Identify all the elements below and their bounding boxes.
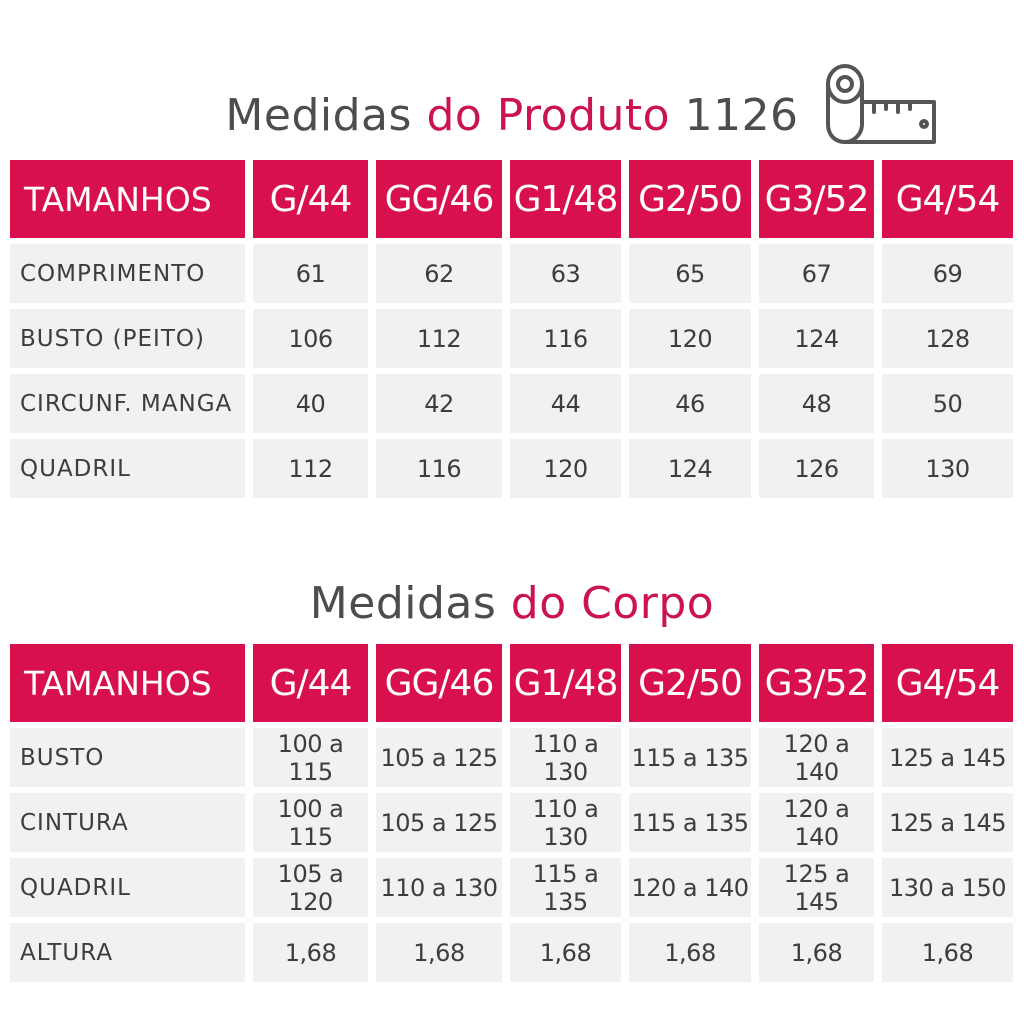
measurement-cell: 63 [510,244,621,303]
measurement-cell: 125 a 145 [759,858,874,917]
header-cell-size: G4/54 [882,160,1013,238]
measurement-cell: 105 a 125 [376,728,502,787]
measurement-cell: 115 a 135 [629,728,751,787]
header-cell-size: G3/52 [759,160,874,238]
measuring-tape-icon [826,64,936,144]
measurement-cell: 115 a 135 [629,793,751,852]
measurement-cell: 115 a 135 [510,858,621,917]
measurement-cell: 130 [882,439,1013,498]
measurement-cell: 1,68 [376,923,502,982]
measurement-cell: 1,68 [253,923,368,982]
table-row: CINTURA 100 a 115 105 a 125 110 a 130 115 a … [10,793,1013,852]
header-cell-size: G/44 [253,644,368,722]
row-label: BUSTO (PEITO) [10,309,245,368]
measurement-cell: 120 a 140 [759,728,874,787]
measurement-cell: 1,68 [882,923,1013,982]
product-measurements-title: Medidas do Produto 1126 [0,90,1024,141]
measurement-cell: 110 a 130 [510,728,621,787]
measurement-cell: 125 a 145 [882,793,1013,852]
row-label: COMPRIMENTO [10,244,245,303]
table-row: QUADRIL 112 116 120 124 126 130 [10,439,1013,498]
measurement-cell: 65 [629,244,751,303]
measurement-cell: 67 [759,244,874,303]
row-label: QUADRIL [10,439,245,498]
header-cell-size: G2/50 [629,644,751,722]
measurement-cell: 40 [253,374,368,433]
row-label: ALTURA [10,923,245,982]
title-word-medidas: Medidas [309,578,497,629]
title-word-do-produto: do Produto [426,90,671,141]
measurement-cell: 110 a 130 [510,793,621,852]
table-row: QUADRIL 105 a 120 110 a 130 115 a 135 120 a … [10,858,1013,917]
title-word-do-corpo: do Corpo [510,578,715,629]
body-measurements-title: Medidas do Corpo [0,578,1024,629]
header-cell-size: G1/48 [510,160,621,238]
measurement-cell: 116 [376,439,502,498]
header-cell-size: G4/54 [882,644,1013,722]
measurement-cell: 105 a 125 [376,793,502,852]
measurement-cell: 128 [882,309,1013,368]
header-cell-size: G3/52 [759,644,874,722]
measurement-cell: 124 [759,309,874,368]
measurement-cell: 120 a 140 [759,793,874,852]
table-row: BUSTO (PEITO) 106 112 116 120 124 128 [10,309,1013,368]
measurement-cell: 124 [629,439,751,498]
row-label: CIRCUNF. MANGA [10,374,245,433]
row-label: CINTURA [10,793,245,852]
measurement-cell: 44 [510,374,621,433]
measurement-cell: 130 a 150 [882,858,1013,917]
table-row: COMPRIMENTO 61 62 63 65 67 69 [10,244,1013,303]
table-header-row: TAMANHOS G/44 GG/46 G1/48 G2/50 G3/52 G4/54 [10,644,1013,722]
row-label: BUSTO [10,728,245,787]
measurement-cell: 120 [510,439,621,498]
measurement-cell: 120 a 140 [629,858,751,917]
measurement-cell: 1,68 [759,923,874,982]
measurement-cell: 100 a 115 [253,793,368,852]
measurement-cell: 50 [882,374,1013,433]
header-cell-size: G/44 [253,160,368,238]
measurement-cell: 1,68 [510,923,621,982]
measurement-cell: 61 [253,244,368,303]
header-cell-tamanhos: TAMANHOS [10,644,245,722]
header-cell-size: G1/48 [510,644,621,722]
title-product-number: 1126 [684,90,799,141]
product-measurements-table: TAMANHOS G/44 GG/46 G1/48 G2/50 G3/52 G4/54 CO… [2,154,1021,504]
table-row: ALTURA 1,68 1,68 1,68 1,68 1,68 1,68 [10,923,1013,982]
header-cell-size: GG/46 [376,160,502,238]
measurement-cell: 42 [376,374,502,433]
table-row: CIRCUNF. MANGA 40 42 44 46 48 50 [10,374,1013,433]
measurement-cell: 48 [759,374,874,433]
measurement-cell: 69 [882,244,1013,303]
table-header-row: TAMANHOS G/44 GG/46 G1/48 G2/50 G3/52 G4/54 [10,160,1013,238]
measurement-cell: 112 [253,439,368,498]
measurement-cell: 62 [376,244,502,303]
measurement-cell: 110 a 130 [376,858,502,917]
measurement-cell: 106 [253,309,368,368]
measurement-cell: 120 [629,309,751,368]
title-word-medidas: Medidas [225,90,412,141]
header-cell-size: GG/46 [376,644,502,722]
header-cell-tamanhos: TAMANHOS [10,160,245,238]
measurement-cell: 126 [759,439,874,498]
measurement-cell: 105 a 120 [253,858,368,917]
measurement-cell: 1,68 [629,923,751,982]
measurement-cell: 100 a 115 [253,728,368,787]
table-row: BUSTO 100 a 115 105 a 125 110 a 130 115 a 13… [10,728,1013,787]
measurement-cell: 125 a 145 [882,728,1013,787]
measurement-cell: 112 [376,309,502,368]
measurement-cell: 116 [510,309,621,368]
header-cell-size: G2/50 [629,160,751,238]
body-measurements-table: TAMANHOS G/44 GG/46 G1/48 G2/50 G3/52 G4/54 BU… [2,638,1021,988]
measurement-cell: 46 [629,374,751,433]
row-label: QUADRIL [10,858,245,917]
